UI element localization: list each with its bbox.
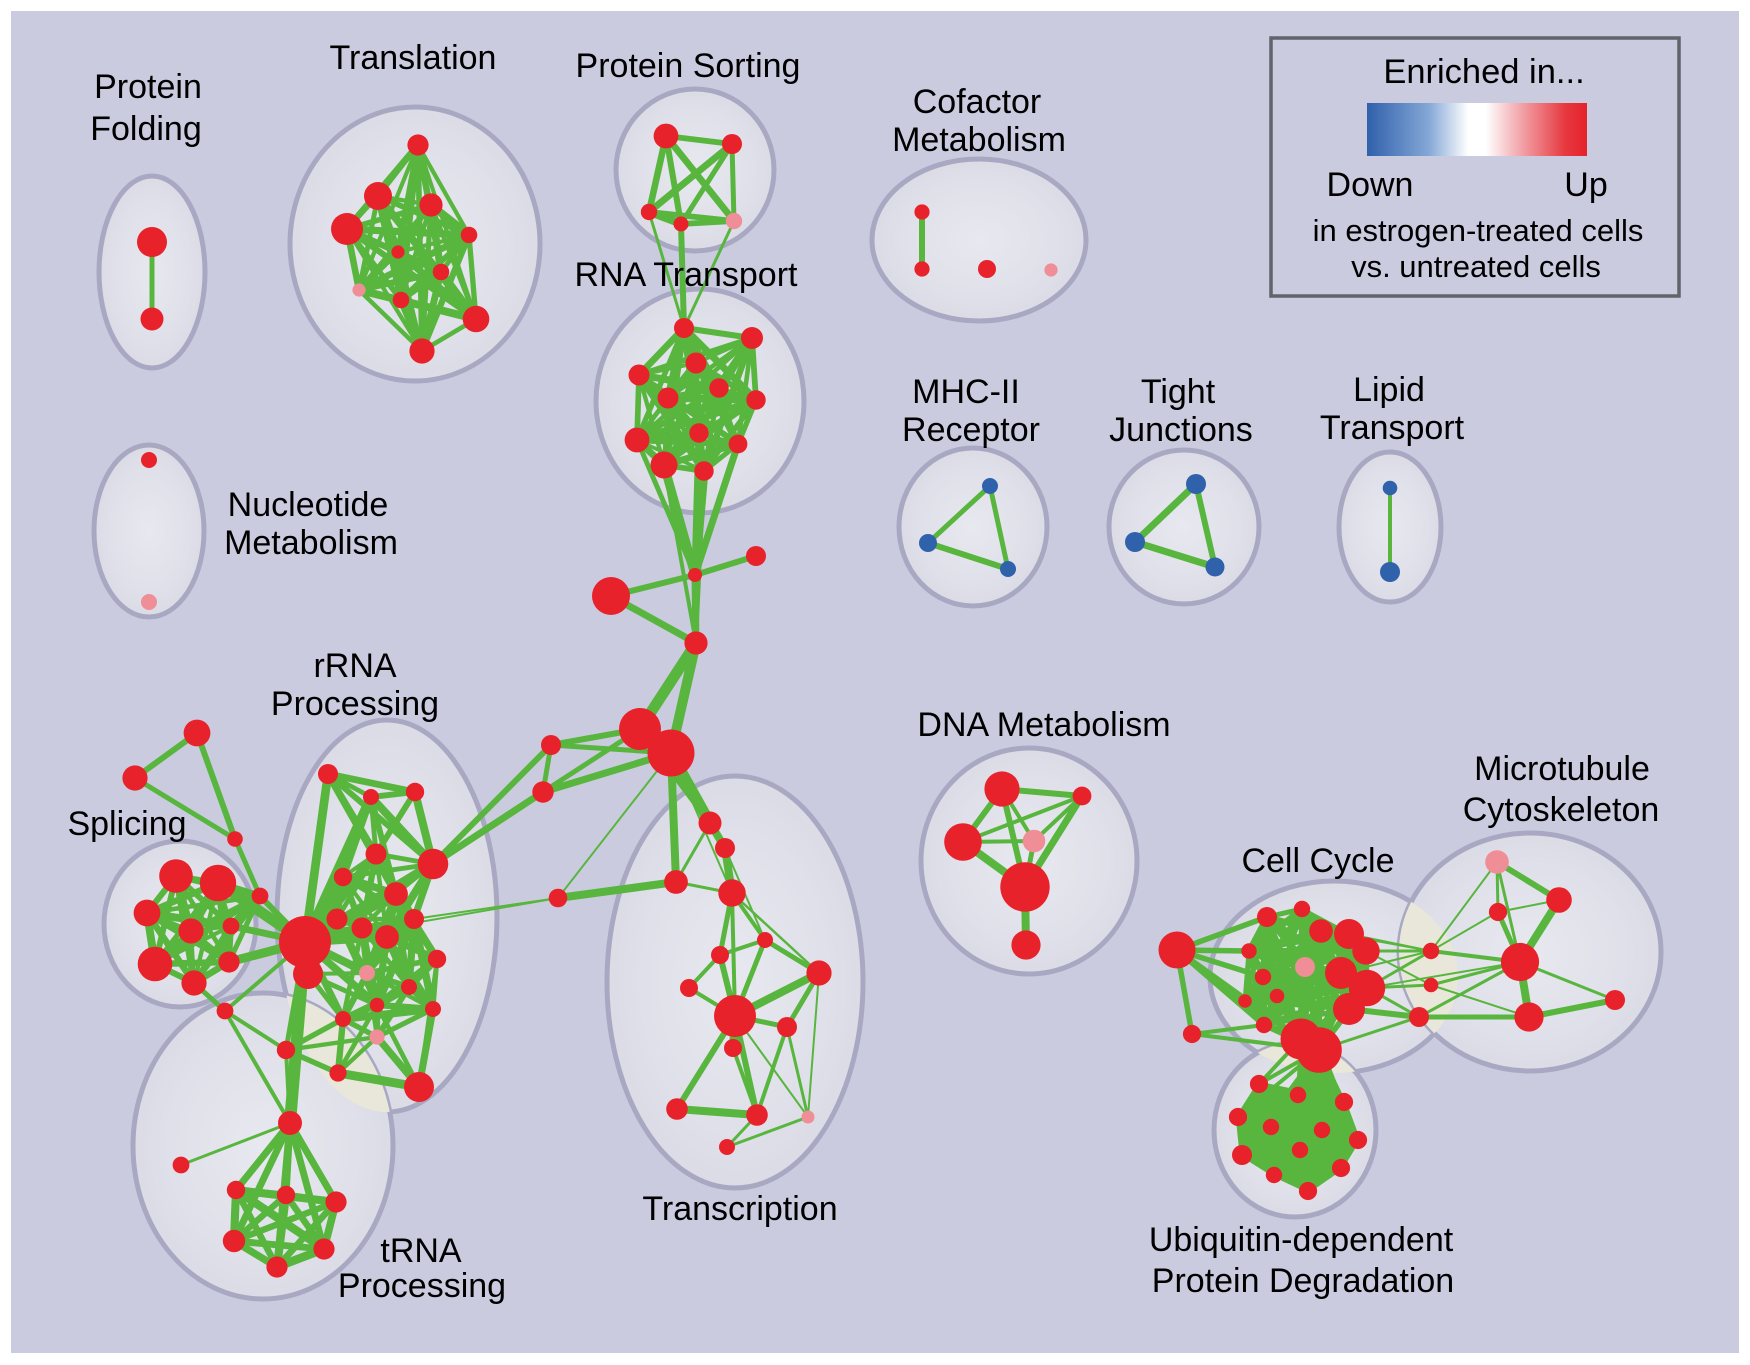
svg-text:Microtubule: Microtubule bbox=[1474, 750, 1650, 788]
svg-text:Protein Degradation: Protein Degradation bbox=[1152, 1262, 1454, 1300]
svg-text:Down: Down bbox=[1327, 166, 1414, 204]
svg-text:tRNA: tRNA bbox=[380, 1232, 462, 1270]
svg-text:Lipid: Lipid bbox=[1353, 371, 1425, 409]
svg-text:Tight: Tight bbox=[1141, 373, 1216, 411]
svg-text:Receptor: Receptor bbox=[902, 411, 1040, 449]
svg-text:Ubiquitin-dependent: Ubiquitin-dependent bbox=[1149, 1221, 1454, 1259]
svg-text:Up: Up bbox=[1564, 166, 1607, 204]
svg-text:Protein: Protein bbox=[94, 68, 202, 106]
svg-text:Enriched in...: Enriched in... bbox=[1383, 53, 1584, 91]
svg-text:Processing: Processing bbox=[338, 1267, 506, 1305]
svg-text:MHC-II: MHC-II bbox=[912, 373, 1020, 411]
svg-text:Splicing: Splicing bbox=[67, 805, 186, 843]
svg-text:Nucleotide: Nucleotide bbox=[228, 486, 389, 524]
svg-text:Folding: Folding bbox=[90, 110, 202, 148]
svg-text:Translation: Translation bbox=[330, 39, 497, 77]
svg-text:Junctions: Junctions bbox=[1109, 411, 1253, 449]
svg-text:Transcription: Transcription bbox=[642, 1190, 837, 1228]
svg-text:Cofactor: Cofactor bbox=[913, 83, 1042, 121]
svg-text:DNA Metabolism: DNA Metabolism bbox=[917, 706, 1170, 744]
svg-text:Metabolism: Metabolism bbox=[224, 524, 398, 562]
svg-text:Metabolism: Metabolism bbox=[892, 121, 1066, 159]
svg-text:Cell Cycle: Cell Cycle bbox=[1241, 842, 1394, 880]
svg-text:RNA Transport: RNA Transport bbox=[575, 256, 799, 294]
svg-text:vs. untreated cells: vs. untreated cells bbox=[1351, 249, 1601, 284]
svg-text:Cytoskeleton: Cytoskeleton bbox=[1463, 791, 1660, 829]
svg-text:Processing: Processing bbox=[271, 685, 439, 723]
svg-text:Transport: Transport bbox=[1320, 409, 1465, 447]
svg-text:Protein Sorting: Protein Sorting bbox=[576, 47, 801, 85]
svg-text:rRNA: rRNA bbox=[313, 647, 396, 685]
svg-text:in estrogen-treated cells: in estrogen-treated cells bbox=[1313, 213, 1644, 248]
